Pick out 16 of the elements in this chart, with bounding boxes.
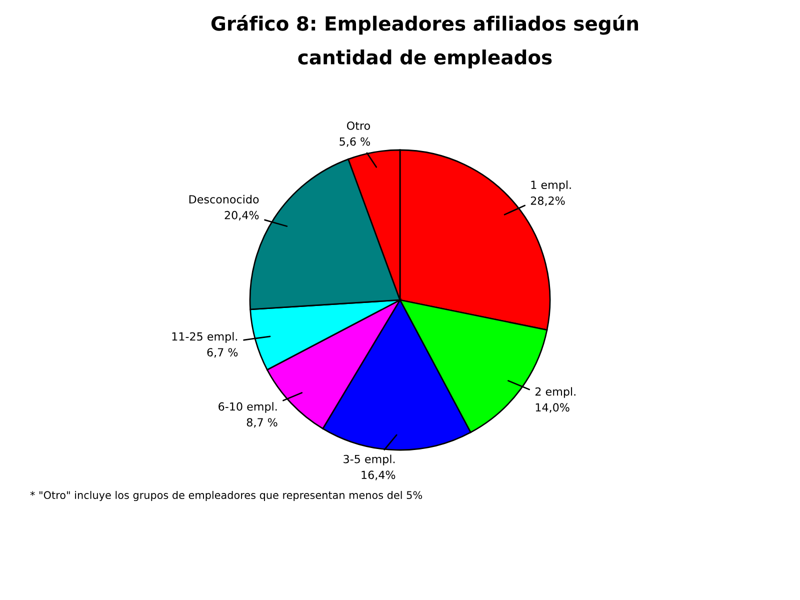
chart-title: Gráfico 8: Empleadores afiliados según cantidad de empleados <box>211 15 638 68</box>
slice-label: 11-25 empl. <box>172 332 238 343</box>
slice-label: 6-10 empl. <box>218 402 277 413</box>
slice-label: Desconocido <box>189 194 259 204</box>
slice-label: 3-5 empl. <box>344 454 395 466</box>
data-label: 16,4% <box>362 470 396 480</box>
slice-label: Otro <box>347 122 370 130</box>
data-label: 8,7 % <box>246 418 278 428</box>
data-label: 6,7 % <box>207 348 238 358</box>
slice-label: 2 empl. <box>535 387 576 398</box>
text: * "Otro" incluye los grupos de empleadores que representan menos del 5% <box>30 490 422 502</box>
data-label: 5,6 % <box>340 137 370 147</box>
data-label: 28,2% <box>530 196 565 206</box>
data-label: 14,0% <box>536 403 570 413</box>
slice-label: 1 empl. <box>531 180 571 192</box>
data-label: 20,4% <box>224 210 259 220</box>
